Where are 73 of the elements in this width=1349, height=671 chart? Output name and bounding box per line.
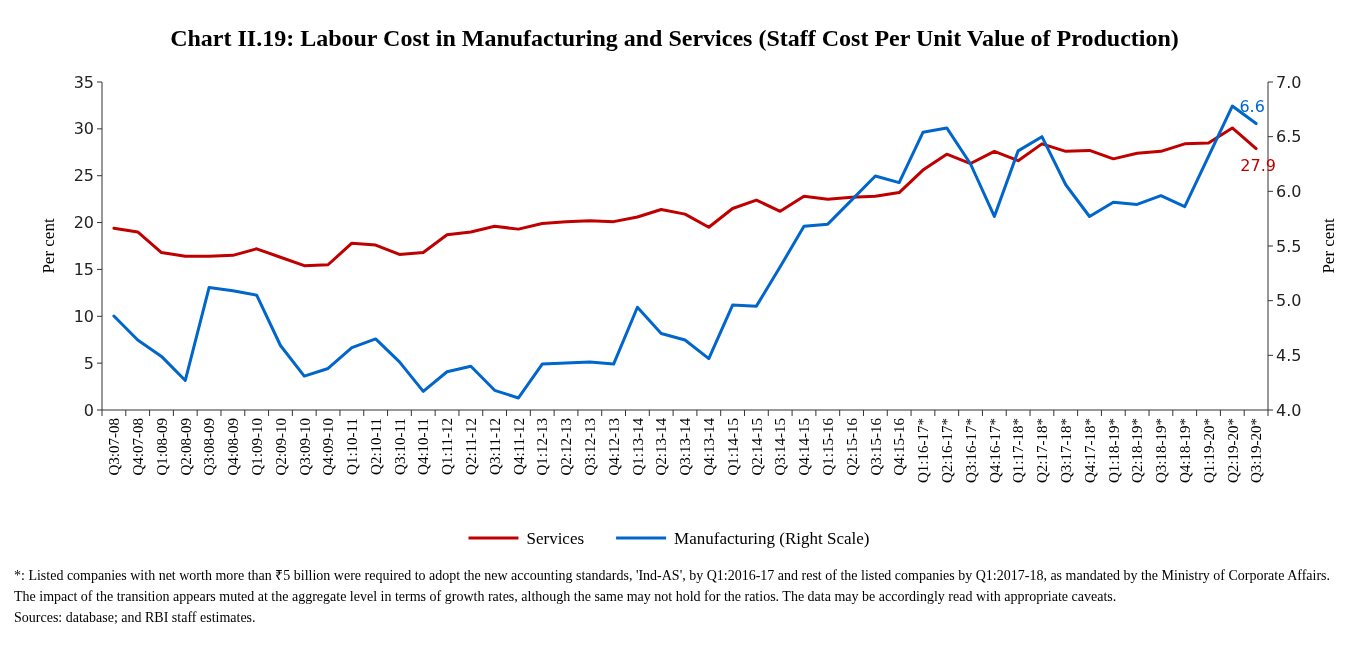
y2-tick-label: 4.5 [1276,345,1302,365]
y-axis-title: Per cent [39,218,58,274]
x-tick-label: Q2:12-13 [558,418,575,476]
x-tick-label: Q3:12-13 [582,418,599,476]
x-tick-label: Q3:15-16 [867,417,884,476]
y2-tick-label: 4.0 [1276,400,1302,420]
x-tick-label: Q1:13-14 [629,417,646,476]
x-tick-label: Q4:12-13 [605,418,622,476]
x-tick-label: Q1:11-12 [439,418,456,475]
x-tick-label: Q2:10-11 [367,418,384,475]
x-tick-label: Q4:11-12 [510,418,527,475]
text: *: Listed companies with net worth more than ₹5 billion were required to adopt the new accounting standards, 'Ind-AS', by Q1:2016-17 and rest of the listed companies by Q1:2017-18, as mandated by the Ministry of Corporate Affairs. The impact of the transition appears muted at the aggregate level in terms of growth rates, although the same may not hold for the ratios. The data may be accordingly read with appropriate caveats. [14,568,1331,604]
y2-tick-label: 5.5 [1276,236,1302,256]
x-tick-label: Q2:09-10 [272,418,289,476]
x-tick-label: Q1:19-20* [1200,418,1217,483]
x-tick-label: Q2:14-15 [748,418,765,476]
x-tick-label: Q2:18-19* [1129,418,1146,483]
y-tick-label: 0 [83,400,94,420]
x-tick-label: Q3:17-18* [1057,418,1074,483]
x-tick-label: Q4:10-11 [415,418,432,475]
x-tick-label: Q1:10-11 [344,418,361,475]
y-tick-label: 15 [73,260,94,280]
x-tick-label: Q2:13-14 [653,417,670,476]
x-tick-label: Q4:08-09 [225,418,242,476]
y2-tick-label: 5.0 [1276,291,1302,311]
x-tick-label: Q1:18-19* [1105,418,1122,483]
x-tick-label: Q4:09-10 [320,418,337,476]
x-tick-label: Q1:08-09 [153,418,170,476]
x-tick-label: Q1:15-16 [820,417,837,476]
x-tick-label: Q1:14-15 [724,418,741,476]
chart-title: Chart II.19: Labour Cost in Manufacturing and Services (Staff Cost Per Unit Value of Production) [170,25,1179,51]
x-tick-label: Q2:15-16 [843,417,860,476]
x-tick-label: Q3:14-15 [772,418,789,476]
x-tick-label: Q2:11-12 [463,418,480,475]
x-tick-label: Q4:18-19* [1176,418,1193,483]
x-tick-label: Q4:14-15 [796,418,813,476]
x-tick-label: Q2:17-18* [1034,418,1051,483]
legend-label: Services [526,528,585,548]
x-tick-label: Q1:09-10 [248,418,265,476]
x-tick-label: Q3:09-10 [296,418,313,476]
y2-tick-label: 6.0 [1276,181,1302,201]
x-tick-label: Q4:17-18* [1081,418,1098,483]
y-tick-label: 25 [73,166,94,186]
x-tick-label: Q3:16-17* [962,418,979,483]
x-tick-label: Q4:15-16 [891,417,908,476]
x-tick-label: Q3:19-20* [1248,418,1265,483]
x-tick-label: Q2:16-17* [939,418,956,483]
x-tick-label: Q1:17-18* [1010,418,1027,483]
y2-tick-label: 6.5 [1276,127,1302,147]
x-tick-label: Q2:08-09 [177,418,194,476]
x-tick-label: Q4:16-17* [986,418,1003,483]
x-tick-label: Q4:07-08 [129,418,146,476]
y-tick-label: 20 [73,213,94,233]
x-tick-label: Q1:12-13 [534,418,551,476]
y-tick-label: 35 [73,72,94,92]
x-tick-label: Q1:16-17* [915,418,932,483]
x-tick-label: Q2:19-20* [1224,418,1241,483]
data-label: 27.9 [1240,155,1276,175]
legend-label: Manufacturing (Right Scale) [674,528,870,548]
y-tick-label: 5 [83,353,94,373]
source-note: Sources: database; and RBI staff estimates. [14,610,256,625]
x-tick-label: Q3:13-14 [677,417,694,476]
y-tick-label: 30 [73,119,94,139]
x-tick-label: Q3:18-19* [1153,418,1170,483]
x-tick-label: Q3:10-11 [391,418,408,475]
data-label: 6.6 [1239,96,1265,116]
x-tick-label: Q3:11-12 [486,418,503,475]
y2-axis-title: Per cent [1319,218,1338,274]
x-tick-label: Q3:07-08 [106,418,123,476]
y2-tick-label: 7.0 [1276,72,1302,92]
y-tick-label: 10 [73,306,94,326]
x-tick-label: Q3:08-09 [201,418,218,476]
x-tick-label: Q4:13-14 [701,417,718,476]
